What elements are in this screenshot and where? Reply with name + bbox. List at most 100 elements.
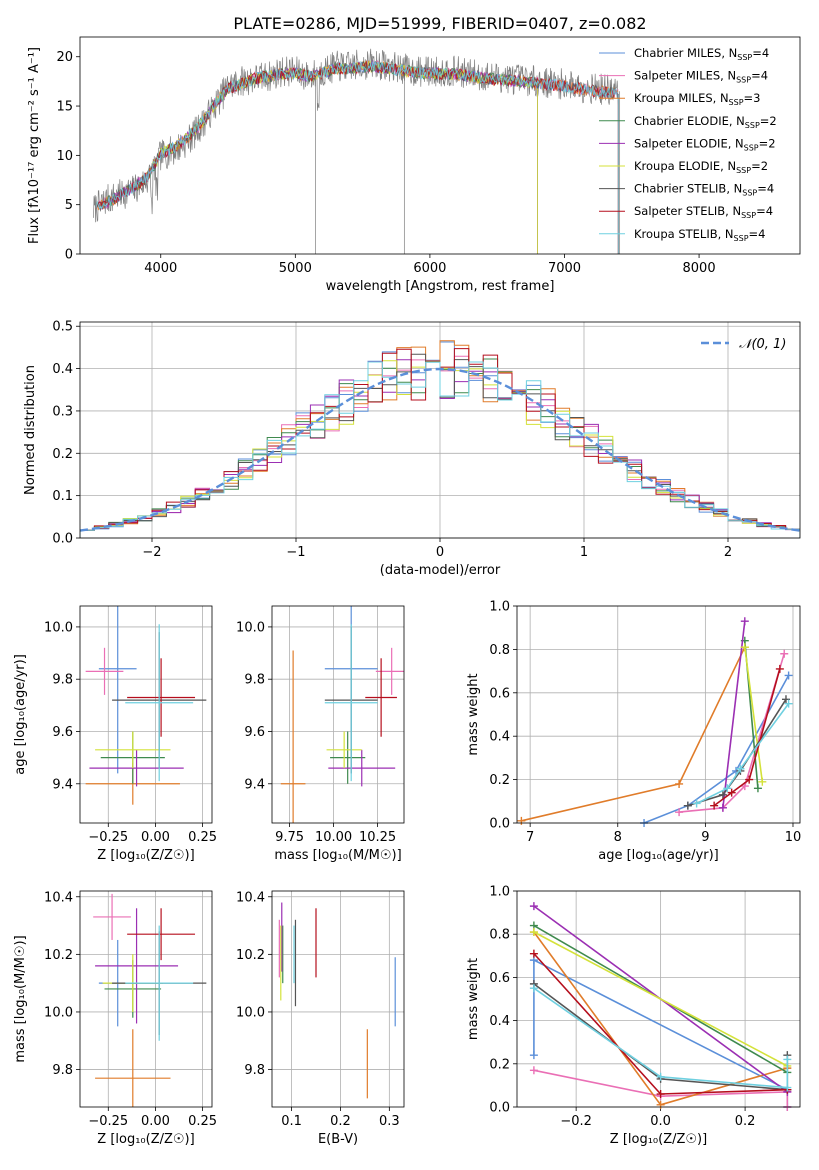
y-tick-label: 0.3: [52, 404, 73, 419]
axes-frame: [79, 890, 213, 1108]
y-tick-label: 10.2: [236, 948, 265, 963]
mass-weight-line: [521, 646, 746, 822]
axes-frame: [271, 890, 405, 1108]
mass-weight-marker: [675, 808, 684, 817]
mass-weight-marker: [727, 788, 736, 797]
legend-entry: Chabrier MILES, NSSP=4: [634, 46, 769, 62]
mass-weight-marker: [529, 1051, 538, 1060]
mass-weight-marker: [781, 695, 790, 704]
y-tick-label: 10.2: [44, 948, 73, 963]
age-vs-mass-panel: 9.75 10.00 10.25 9.4 9.6 9.8 10.0 mass [log₁₀(M…: [236, 605, 405, 863]
residual-histogram-panel: −2 −1 0 1 2 0.0 0.1 0.2 0.3 0.4 0.5 (data-model)/er…: [23, 320, 801, 578]
x-tick-label: −1: [286, 545, 305, 560]
normal-reference-curve: [79, 367, 801, 532]
mass-weight-marker: [656, 1072, 665, 1081]
y-tick-label: 9.8: [244, 1063, 265, 1078]
spectrum-panel: 4000 5000 6000 7000 8000 0 5 10 15 20 wavelength […: [27, 36, 801, 294]
y-tick-label: 9.8: [52, 1063, 73, 1078]
mass-weight-line: [713, 668, 781, 807]
mass-weight-line: [744, 647, 764, 782]
x-axis-label: mass [log₁₀(M/M☉)]: [274, 848, 401, 863]
legend-entry: Salpeter MILES, NSSP=4: [634, 69, 768, 85]
mass-weight-marker: [718, 803, 727, 812]
mass-weight-line: [722, 621, 746, 808]
x-tick-label: 2: [724, 545, 732, 560]
mass-vs-metallicity-panel: −0.25 0.00 0.25 9.8 10.0 10.2 10.4 Z [log₁₀(Z/Z…: [13, 890, 217, 1147]
mass-weight-marker: [529, 1066, 538, 1075]
x-tick-label: 0.25: [188, 830, 217, 845]
y-tick-label: 20: [56, 50, 73, 65]
observed-spectrum-line: [93, 48, 619, 223]
mass-weight-marker: [740, 643, 749, 652]
x-tick-label: 4000: [144, 261, 177, 276]
x-tick-label: 0.25: [188, 1114, 217, 1129]
mass-weight-line: [643, 675, 790, 823]
mass-weight-marker: [710, 801, 719, 810]
y-tick-label: 0.8: [489, 928, 510, 943]
y-tick-label: 5: [65, 198, 73, 213]
y-tick-label: 9.8: [244, 673, 265, 688]
weight-vs-metallicity-panel: −0.2 0.0 0.2 0.0 0.2 0.4 0.6 0.8 1.0 Z [log₁₀(Z/Z…: [466, 885, 801, 1147]
y-tick-label: 9.4: [52, 777, 73, 792]
mass-weight-marker: [718, 790, 727, 799]
x-tick-label: 10: [785, 830, 802, 845]
x-tick-label: 9: [701, 830, 709, 845]
legend-entry: Salpeter STELIB, NSSP=4: [634, 204, 773, 220]
mass-weight-marker: [656, 1090, 665, 1099]
mass-weight-marker: [753, 784, 762, 793]
axes-frame: [79, 321, 801, 539]
x-tick-label: −0.25: [88, 1114, 128, 1129]
y-tick-label: 0.8: [489, 643, 510, 658]
mass-weight-marker: [683, 801, 692, 810]
model-spectrum-line: [95, 59, 619, 209]
x-axis-label: Z [log₁₀(Z/Z☉)]: [97, 1132, 194, 1147]
y-axis-label: Normed distribution: [23, 365, 38, 495]
y-axis-label: Flux [fλ10⁻¹⁷ erg cm⁻² s⁻¹ A⁻¹]: [27, 47, 42, 244]
x-tick-label: 6000: [413, 261, 446, 276]
mass-weight-marker: [656, 1100, 665, 1109]
y-axis-label: age [log₁₀(age/yr)]: [13, 654, 28, 775]
x-tick-label: 5000: [279, 261, 312, 276]
legend-entry: 𝒩(0, 1): [739, 337, 786, 352]
x-tick-label: 7: [526, 830, 534, 845]
legend-entry: Salpeter ELODIE, NSSP=2: [634, 136, 776, 152]
mass-weight-marker: [784, 671, 793, 680]
mass-weight-marker: [723, 784, 732, 793]
x-tick-label: −0.2: [560, 1114, 592, 1129]
y-tick-label: 15: [56, 100, 73, 115]
x-tick-label: 10.00: [315, 830, 352, 845]
axes-frame: [516, 890, 801, 1108]
x-tick-label: 0.2: [330, 1114, 351, 1129]
mass-vs-extinction-panel: 0.1 0.2 0.3 9.8 10.0 10.2 10.4 E(B-V): [236, 890, 405, 1147]
axes-frame: [79, 36, 801, 255]
mass-weight-marker: [780, 649, 789, 658]
y-tick-label: 10.0: [44, 1005, 73, 1020]
legend-entry: Kroupa STELIB, NSSP=4: [634, 227, 765, 243]
y-tick-label: 10.4: [44, 890, 73, 905]
y-tick-label: 9.6: [244, 725, 265, 740]
y-tick-label: 0.0: [52, 532, 73, 547]
mass-weight-marker: [783, 1083, 792, 1092]
mass-weight-marker: [529, 928, 538, 937]
x-axis-label: Z [log₁₀(Z/Z☉)]: [610, 1132, 707, 1147]
axes-frame: [516, 605, 801, 824]
legend-entry: Chabrier STELIB, NSSP=4: [634, 182, 774, 198]
mass-weight-line: [679, 653, 785, 813]
mass-weight-marker: [675, 779, 684, 788]
y-tick-label: 0.2: [489, 773, 510, 788]
age-vs-metallicity-panel: −0.25 0.00 0.25 9.4 9.6 9.8 10.0 Z [log₁₀(Z/Z☉)…: [13, 605, 217, 863]
mass-weight-marker: [692, 799, 701, 808]
mass-weight-marker: [783, 1055, 792, 1064]
x-tick-label: 0.0: [650, 1114, 671, 1129]
mass-weight-line: [533, 931, 788, 1067]
y-tick-label: 1.0: [489, 885, 510, 900]
x-axis-label: Z [log₁₀(Z/Z☉)]: [97, 848, 194, 863]
y-tick-label: 0.6: [489, 971, 510, 986]
y-tick-label: 10.0: [236, 1005, 265, 1020]
y-axis-label: mass weight: [466, 958, 481, 1040]
x-tick-label: 8: [614, 830, 622, 845]
legend-entry: Chabrier ELODIE, NSSP=2: [634, 114, 777, 130]
mass-weight-marker: [745, 775, 754, 784]
x-tick-label: 0: [436, 545, 444, 560]
